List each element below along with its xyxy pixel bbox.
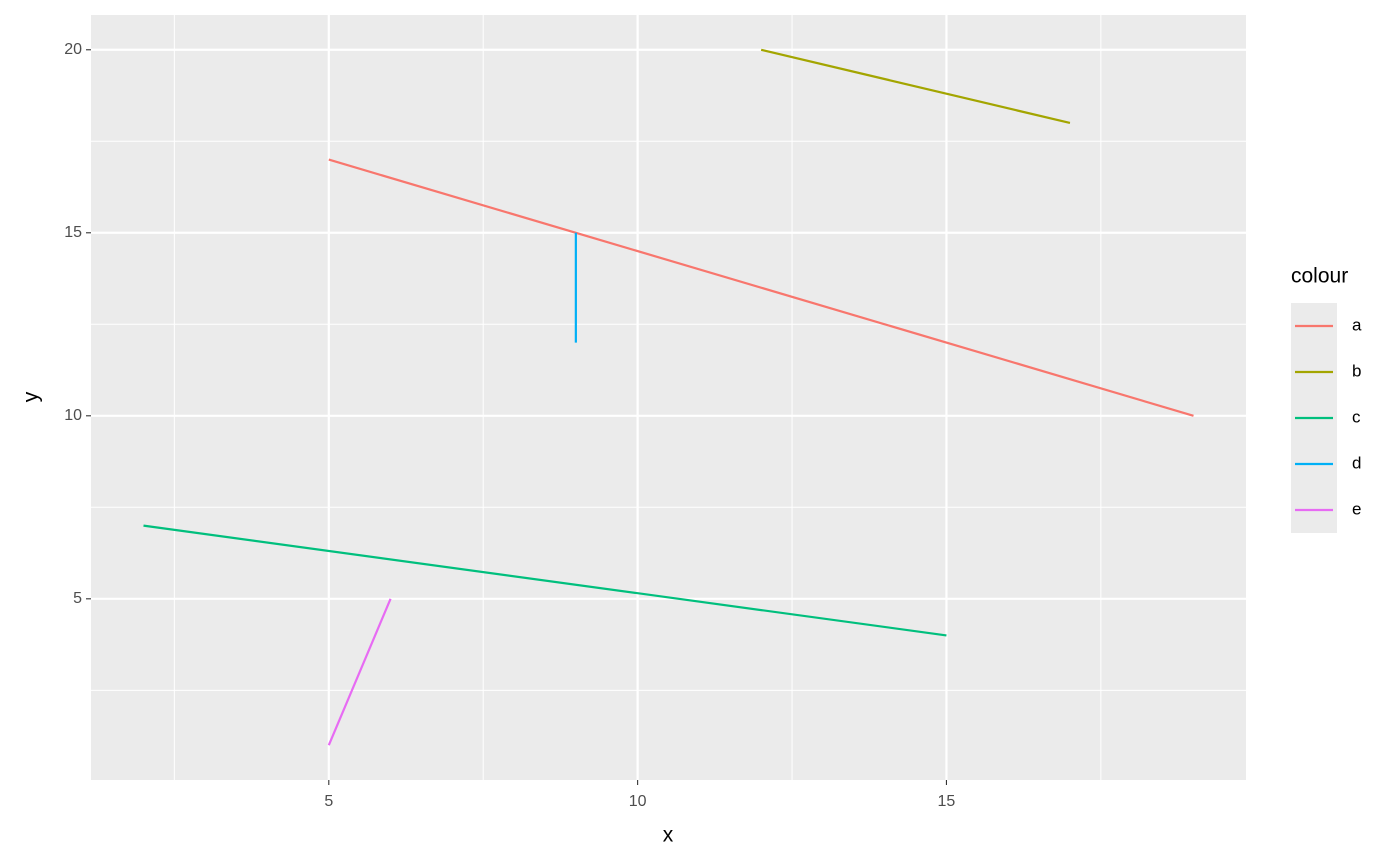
segment — [760, 48, 1071, 125]
legend-label: a — [1352, 315, 1362, 334]
segment — [328, 158, 1194, 417]
legend-label: d — [1352, 453, 1361, 472]
segment — [143, 524, 947, 637]
y-tick-label: 15 — [64, 224, 82, 241]
x-tick-label: 5 — [324, 793, 333, 810]
x-axis-title: x — [663, 824, 674, 847]
legend-label: b — [1352, 361, 1361, 380]
y-tick-label: 10 — [64, 407, 82, 424]
legend-title: colour — [1291, 265, 1348, 288]
legend-label: c — [1352, 407, 1361, 426]
y-axis-title: y — [20, 391, 43, 402]
y-tick-label: 20 — [64, 41, 82, 58]
x-tick-label: 10 — [629, 793, 647, 810]
segment — [327, 598, 392, 746]
legend-label: e — [1352, 499, 1361, 518]
y-tick-label: 5 — [73, 590, 82, 607]
panel — [91, 15, 1246, 780]
x-tick-label: 15 — [938, 793, 956, 810]
